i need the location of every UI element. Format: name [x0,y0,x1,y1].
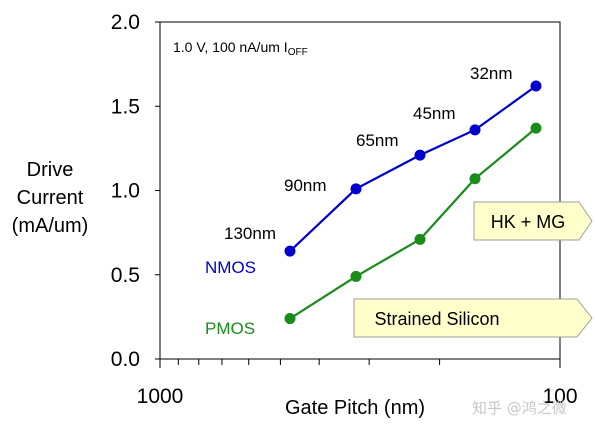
pmos-point-90nm [350,270,362,282]
callout-arrow-strained-silicon [353,298,593,338]
pmos-point-130nm [284,313,296,325]
nmos-point-32nm [530,80,542,92]
node-label-45nm: 45nm [413,104,456,123]
nmos-point-130nm [284,245,296,257]
y-tick-label: 0.5 [111,264,140,287]
nmos-point-45nm [469,124,481,136]
y-tick-label: 0.0 [111,348,140,371]
x-axis-title: Gate Pitch (nm) [285,397,425,419]
node-label-32nm: 32nm [470,64,513,83]
x-tick-label: 1000 [137,385,184,408]
node-label-65nm: 65nm [356,131,399,150]
pmos-point-45nm [469,173,481,185]
y-axis-title-line-2: Current [17,187,84,209]
y-tick-label: 1.5 [111,95,140,118]
callout-strained-silicon: Strained Silicon [353,298,593,338]
callout-hk-mg-label: HK + MG [491,212,566,232]
conditions-annotation: 1.0 V, 100 nA/um IOFF [173,39,308,58]
node-label-90nm: 90nm [284,176,327,195]
pmos-series-label: PMOS [205,319,255,338]
nmos-point-65nm [414,149,426,161]
y-axis-title-line-1: Drive [27,159,74,181]
watermark: 知乎 @鸿之微 [472,399,567,417]
series-layer: 130nm 90nm 65nm 45nm 32nm [224,64,542,325]
pmos-point-32nm [530,122,542,134]
y-tick-label: 1.0 [111,180,140,203]
y-axis-title-line-3: (mA/um) [12,215,89,237]
callout-hk-mg: HK + MG [473,201,593,241]
pmos-point-65nm [414,233,426,245]
callout-arrow-hk-mg [473,201,593,241]
y-axis: 0.0 0.5 1.0 1.5 2.0 [111,11,160,371]
y-tick-label: 2.0 [111,11,140,34]
nmos-series-label: NMOS [205,258,256,277]
x-axis: 1000 100 [137,359,578,408]
node-label-130nm: 130nm [224,224,276,243]
callout-strained-silicon-label: Strained Silicon [374,309,499,329]
x-tick-label: 100 [542,385,577,408]
nmos-point-90nm [350,183,362,195]
